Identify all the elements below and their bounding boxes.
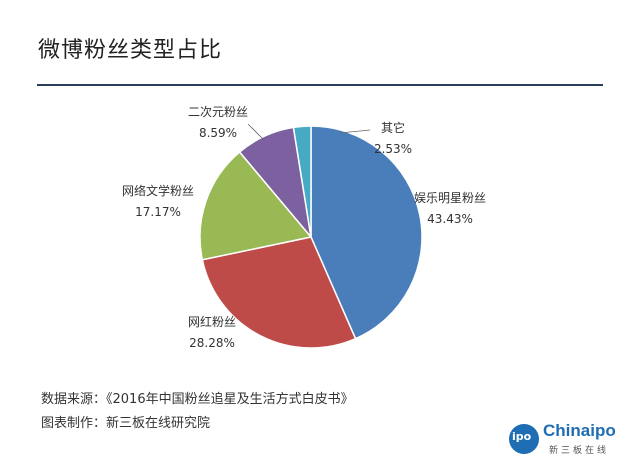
slice-label: 二次元粉丝 bbox=[188, 105, 248, 119]
chart-maker-text: 图表制作：新三板在线研究院 bbox=[41, 416, 211, 431]
pie-slice bbox=[310, 125, 423, 340]
slice-value-label: 28.28% bbox=[189, 336, 235, 350]
pie-slice bbox=[292, 125, 312, 238]
slice-value-label: 17.17% bbox=[135, 205, 181, 219]
slice-value-label: 2.53% bbox=[374, 142, 412, 156]
leader-line bbox=[247, 123, 265, 141]
slice-label: 娱乐明星粉丝 bbox=[414, 191, 486, 205]
slice-label: 网红粉丝 bbox=[188, 314, 236, 329]
slice-value-label: 8.59% bbox=[199, 126, 237, 140]
logo-name: Chinaipo bbox=[543, 421, 616, 440]
page-title: 微博粉丝类型占比 bbox=[38, 38, 223, 63]
title-divider bbox=[37, 84, 603, 86]
logo-badge-text: ipo bbox=[512, 430, 532, 443]
pie-slice bbox=[199, 150, 313, 261]
logo-subtitle: 新三板在线 bbox=[549, 446, 610, 456]
data-source-text: 数据来源：《2016年中国粉丝追星及生活方式白皮书》 bbox=[41, 392, 354, 407]
slice-label: 网络文学粉丝 bbox=[122, 183, 194, 198]
logo-badge-icon: ipo bbox=[509, 424, 539, 454]
leader-line bbox=[339, 129, 371, 134]
slice-value-label: 43.43% bbox=[427, 212, 473, 226]
pie-slice bbox=[201, 236, 357, 349]
slice-label: 其它 bbox=[381, 120, 405, 135]
pie-chart: 娱乐明星粉丝 43.43% 网红粉丝 28.28% 网络文学粉丝 17.17% 二次元粉丝 8… bbox=[122, 105, 486, 350]
